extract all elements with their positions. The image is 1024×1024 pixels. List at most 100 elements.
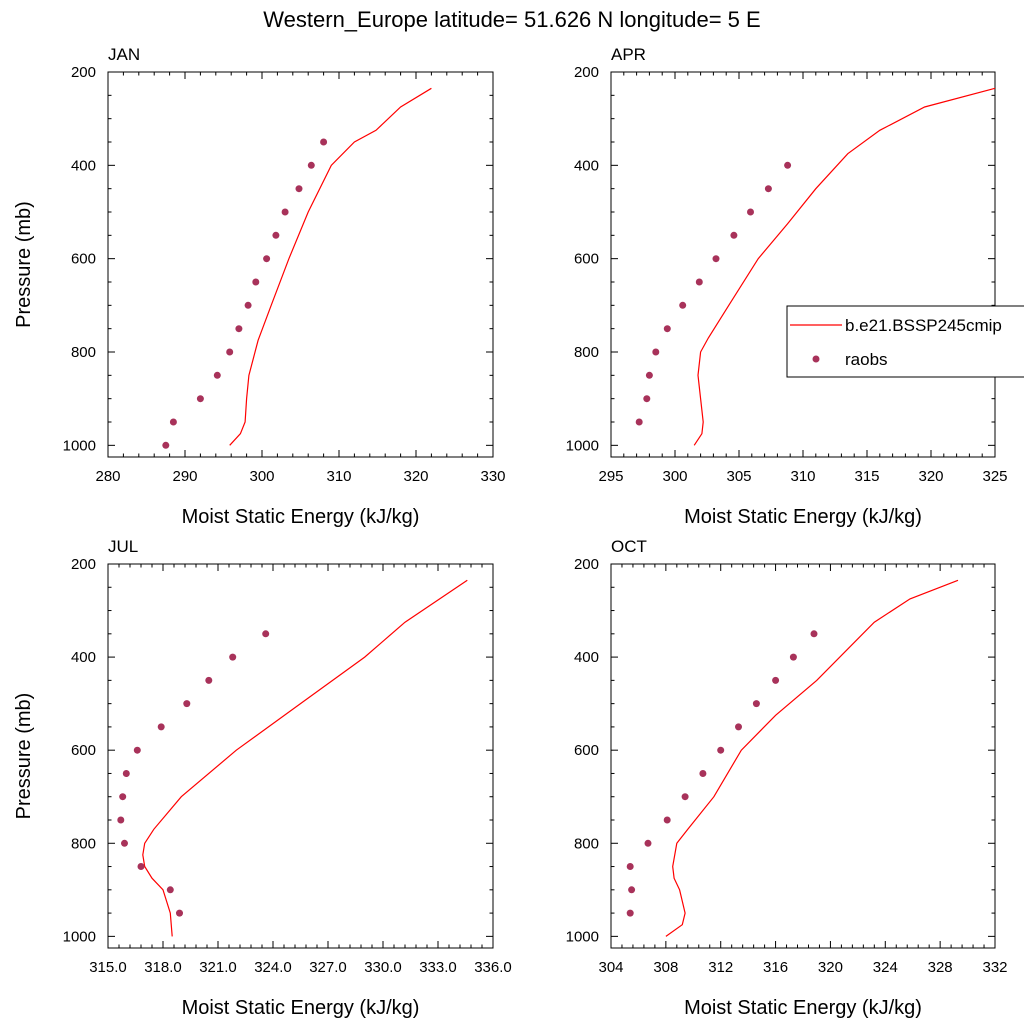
raobs-point — [663, 816, 671, 824]
raobs-point — [307, 161, 315, 169]
x-tick-label: 316 — [763, 959, 788, 976]
x-tick-label: 330 — [480, 468, 505, 485]
y-tick-label: 400 — [71, 157, 96, 174]
raobs-point — [162, 441, 170, 449]
raobs-point — [196, 395, 204, 403]
x-tick-label: 290 — [172, 468, 197, 485]
chart-jan: JAN 280 290 300 310 320 330 200 400 600 800 1000 Moi… — [13, 45, 506, 528]
y-tick-label: 800 — [574, 344, 599, 361]
raobs-point — [730, 231, 738, 239]
panel-title: JAN — [108, 45, 140, 64]
raobs-point — [133, 746, 141, 754]
raobs-point — [176, 909, 183, 917]
raobs-point — [262, 630, 270, 638]
x-tick-label: 310 — [326, 468, 351, 485]
legend-label-model: b.e21.BSSP245cmip — [845, 316, 1002, 335]
y-tick-label: 400 — [574, 649, 599, 666]
raobs-point — [205, 676, 213, 684]
y-tick-label: 1000 — [566, 437, 599, 454]
y-tick-label: 200 — [574, 64, 599, 81]
raobs-point — [635, 418, 643, 426]
y-tick-label: 800 — [574, 835, 599, 852]
raobs-point — [166, 886, 174, 894]
series-line-model — [665, 579, 959, 937]
x-tick-label: 336.0 — [474, 959, 512, 976]
y-tick-label: 200 — [574, 556, 599, 573]
raobs-point — [235, 325, 243, 333]
raobs-point — [752, 700, 760, 708]
raobs-point — [628, 886, 636, 894]
raobs-point — [764, 185, 772, 193]
raobs-point — [295, 185, 303, 193]
x-axis-label: Moist Static Energy (kJ/kg) — [182, 997, 420, 1019]
raobs-point — [137, 863, 145, 870]
raobs-point — [784, 161, 792, 169]
y-tick-label: 800 — [71, 344, 96, 361]
y-axis-label: Pressure (mb) — [13, 693, 35, 820]
chart-oct: OCT 304 308 312 316 320 324 328 332 200 400 600 800 1… — [566, 537, 1008, 1019]
raobs-point — [695, 278, 703, 286]
raobs-point — [263, 255, 271, 263]
chart-apr: APR 295 300 305 310 315 320 325 200 400 600 800 1000… — [566, 45, 1008, 528]
y-tick-label: 600 — [71, 742, 96, 759]
x-tick-label: 300 — [249, 468, 274, 485]
raobs-point — [789, 653, 797, 661]
raobs-point — [810, 630, 818, 638]
y-tick-label: 200 — [71, 556, 96, 573]
x-tick-label: 320 — [403, 468, 428, 485]
y-axis-label: Pressure (mb) — [13, 201, 35, 328]
x-tick-label: 321.0 — [199, 959, 237, 976]
raobs-point — [681, 793, 689, 801]
raobs-point — [643, 395, 651, 403]
raobs-point — [735, 723, 742, 731]
raobs-point — [645, 371, 653, 379]
y-tick-label: 400 — [574, 157, 599, 174]
y-tick-label: 1000 — [63, 437, 96, 454]
series-line-model — [229, 87, 432, 446]
legend-label-raobs: raobs — [845, 350, 888, 369]
raobs-point — [747, 208, 754, 216]
x-tick-label: 320 — [918, 468, 943, 485]
x-axis-label: Moist Static Energy (kJ/kg) — [684, 506, 922, 528]
x-tick-label: 310 — [790, 468, 815, 485]
chart-jul: JUL 315.0 318.0 321.0 324.0 327.0 330.0 333.0 33… — [13, 537, 512, 1019]
y-tick-label: 1000 — [566, 928, 599, 945]
x-tick-label: 280 — [95, 468, 120, 485]
raobs-point — [772, 676, 780, 684]
x-axis-label: Moist Static Energy (kJ/kg) — [182, 506, 420, 528]
legend-box — [786, 305, 1024, 378]
legend: b.e21.BSSP245cmip raobs — [786, 305, 1024, 378]
y-tick-label: 600 — [574, 742, 599, 759]
series-line-model — [693, 87, 996, 446]
x-tick-label: 327.0 — [309, 959, 347, 976]
x-tick-label: 312 — [708, 959, 733, 976]
raobs-point — [119, 793, 127, 801]
raobs-point — [169, 418, 177, 426]
x-tick-label: 295 — [598, 468, 623, 485]
legend-dot-sample — [812, 355, 820, 363]
page-title: Western_Europe latitude= 51.626 N longit… — [263, 7, 760, 32]
y-tick-label: 600 — [574, 251, 599, 268]
plot-frame — [107, 563, 494, 949]
raobs-point — [652, 348, 660, 356]
plot-frame — [610, 563, 996, 949]
x-tick-label: 304 — [598, 959, 623, 976]
raobs-point — [712, 255, 720, 263]
raobs-point — [320, 138, 328, 146]
panel-title: JUL — [108, 537, 138, 556]
raobs-point — [121, 839, 128, 847]
x-tick-label: 305 — [726, 468, 751, 485]
raobs-point — [281, 208, 289, 216]
y-tick-label: 800 — [71, 835, 96, 852]
raobs-point — [244, 301, 252, 309]
y-tick-label: 1000 — [63, 928, 96, 945]
panel-title: OCT — [611, 537, 647, 556]
raobs-point — [117, 816, 125, 824]
x-tick-label: 300 — [662, 468, 687, 485]
raobs-point — [663, 325, 671, 333]
panel-title: APR — [611, 45, 646, 64]
series-line-model — [142, 579, 468, 937]
chart-panels: JAN 280 290 300 310 320 330 200 400 600 800 1000 Moi… — [13, 45, 1008, 1019]
